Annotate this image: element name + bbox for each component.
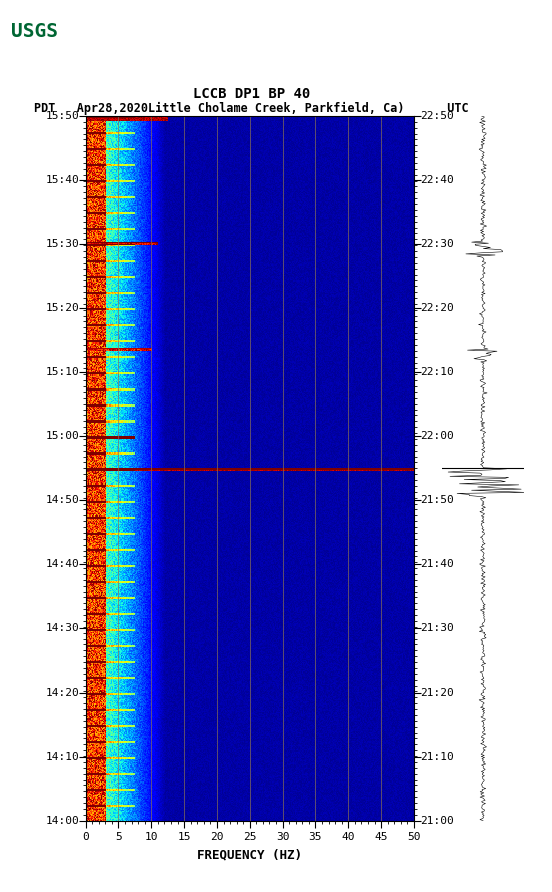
Text: PDT   Apr28,2020Little Cholame Creek, Parkfield, Ca)      UTC: PDT Apr28,2020Little Cholame Creek, Park… <box>34 103 469 115</box>
Text: 21:00: 21:00 <box>421 815 454 826</box>
Text: 22:20: 22:20 <box>421 303 454 313</box>
Text: 22:50: 22:50 <box>421 111 454 121</box>
Text: 14:20: 14:20 <box>45 688 79 698</box>
Text: 15:40: 15:40 <box>45 175 79 185</box>
Text: 21:10: 21:10 <box>421 752 454 762</box>
Text: 21:20: 21:20 <box>421 688 454 698</box>
Text: 14:10: 14:10 <box>45 752 79 762</box>
Text: 21:30: 21:30 <box>421 624 454 633</box>
Text: 22:10: 22:10 <box>421 368 454 377</box>
X-axis label: FREQUENCY (HZ): FREQUENCY (HZ) <box>197 848 302 861</box>
Text: 14:00: 14:00 <box>45 815 79 826</box>
Text: 22:30: 22:30 <box>421 239 454 249</box>
Text: 15:00: 15:00 <box>45 431 79 442</box>
Text: 22:00: 22:00 <box>421 431 454 442</box>
Text: 22:40: 22:40 <box>421 175 454 185</box>
Text: 15:50: 15:50 <box>45 111 79 121</box>
Text: 15:20: 15:20 <box>45 303 79 313</box>
Text: 21:50: 21:50 <box>421 495 454 506</box>
Text: 15:30: 15:30 <box>45 239 79 249</box>
Text: LCCB DP1 BP 40: LCCB DP1 BP 40 <box>193 87 310 101</box>
Text: 14:50: 14:50 <box>45 495 79 506</box>
Text: 14:30: 14:30 <box>45 624 79 633</box>
Text: 14:40: 14:40 <box>45 559 79 569</box>
Text: 21:40: 21:40 <box>421 559 454 569</box>
Text: USGS: USGS <box>11 22 58 41</box>
Text: 15:10: 15:10 <box>45 368 79 377</box>
